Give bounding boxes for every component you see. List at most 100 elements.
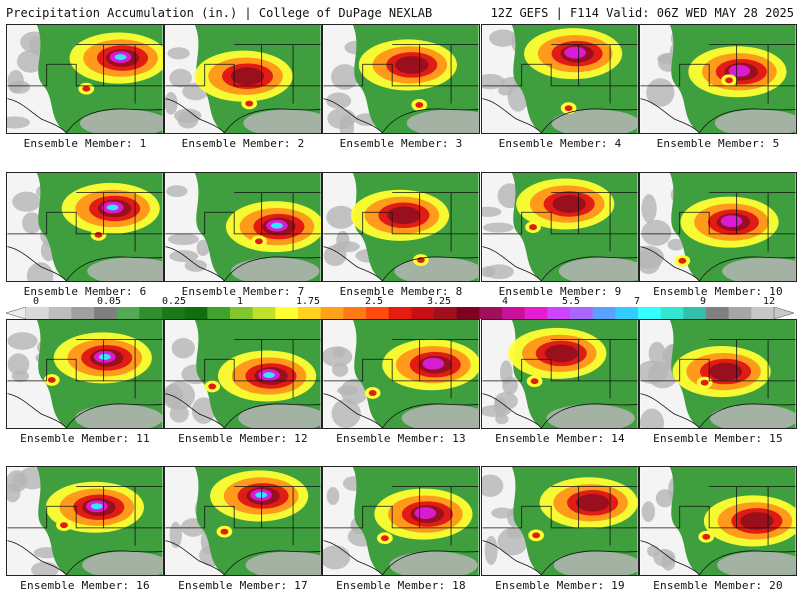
header-title: Precipitation Accumulation (in.) | Colle… xyxy=(6,6,433,20)
colorbar-tick-label: 1.75 xyxy=(295,296,321,307)
precip-maroon-area xyxy=(575,493,610,512)
precip-magenta-area xyxy=(728,64,751,77)
precip-cell-core xyxy=(380,535,389,542)
low-precip-area xyxy=(169,250,199,263)
border-mexico xyxy=(482,393,542,428)
low-precip-area xyxy=(497,527,528,556)
gulf-coastline xyxy=(382,550,479,575)
gulf-coastline xyxy=(541,256,638,281)
low-precip-area xyxy=(326,205,356,229)
border-mexico xyxy=(165,393,225,428)
gulf-coastline xyxy=(66,550,163,575)
member-label: Ensemble Member: 15 xyxy=(653,432,783,445)
state-border xyxy=(419,44,479,87)
border-mexico xyxy=(640,540,700,575)
state-border xyxy=(323,211,420,235)
border-mexico xyxy=(640,98,700,133)
colorbar-swatch xyxy=(456,307,480,319)
gulf-low-precip xyxy=(406,109,479,133)
colorbar-swatch xyxy=(71,307,95,319)
state-border xyxy=(103,339,163,382)
colorbar-tick-label: 0 xyxy=(32,296,40,307)
colorbar-swatch xyxy=(343,307,367,319)
gulf-low-precip xyxy=(722,257,796,281)
colorbar-tick-label: 7 xyxy=(633,296,641,307)
precip-map xyxy=(481,466,639,576)
ensemble-panel: Ensemble Member: 1 xyxy=(6,24,164,150)
state-border xyxy=(578,486,638,529)
ensemble-panel: Ensemble Member: 14 xyxy=(481,319,639,445)
precip-cell-core xyxy=(82,85,91,92)
precip-map xyxy=(6,172,164,282)
state-border xyxy=(103,44,163,87)
colorbar-swatch xyxy=(388,307,412,319)
state-border xyxy=(7,63,104,87)
low-precip-area xyxy=(667,238,685,251)
low-precip-area xyxy=(7,332,38,350)
state-border xyxy=(482,358,579,382)
member-label: Ensemble Member: 8 xyxy=(339,285,463,298)
colorbar-swatch xyxy=(570,307,594,319)
precip-map xyxy=(322,319,480,429)
precip-cyan-area xyxy=(263,372,275,378)
colorbar-swatch xyxy=(139,307,163,319)
border-mexico xyxy=(482,246,542,281)
precip-cyan-area xyxy=(98,353,111,360)
low-precip-area xyxy=(502,376,518,395)
gulf-coastline xyxy=(541,550,638,575)
colorbar-swatch xyxy=(298,307,322,319)
state-border xyxy=(7,211,104,235)
state-border xyxy=(640,211,737,235)
header: Precipitation Accumulation (in.) | Colle… xyxy=(0,0,800,24)
gulf-low-precip xyxy=(87,257,163,281)
border-mexico xyxy=(323,393,383,428)
ensemble-panel: Ensemble Member: 13 xyxy=(322,319,480,445)
low-precip-area xyxy=(7,116,30,129)
colorbar-swatch xyxy=(479,307,503,319)
state-border xyxy=(736,486,796,529)
member-label: Ensemble Member: 17 xyxy=(178,579,308,592)
state-border xyxy=(261,339,321,382)
precip-cell-core xyxy=(220,528,229,535)
precip-cyan-area xyxy=(255,492,268,498)
precip-magenta-area xyxy=(414,507,437,520)
low-precip-area xyxy=(482,266,496,278)
colorbar-tick-label: 4 xyxy=(501,296,509,307)
low-precip-area xyxy=(484,535,498,566)
precip-map xyxy=(639,24,797,134)
precip-map xyxy=(322,172,480,282)
border-mexico xyxy=(323,246,383,281)
state-border xyxy=(736,44,796,87)
precip-cell-core xyxy=(529,224,537,231)
low-precip-area xyxy=(331,398,361,428)
member-label: Ensemble Member: 9 xyxy=(498,285,622,298)
colorbar-tick-label: 5.5 xyxy=(561,296,581,307)
state-border xyxy=(103,192,163,235)
state-border xyxy=(482,505,579,529)
member-label: Ensemble Member: 6 xyxy=(23,285,147,298)
colorbar-swatch xyxy=(592,307,616,319)
gulf-low-precip xyxy=(714,109,796,133)
ensemble-panel: Ensemble Member: 10 xyxy=(639,172,797,298)
low-precip-area xyxy=(22,212,42,234)
low-precip-area xyxy=(491,507,514,519)
precip-cell-core xyxy=(208,383,217,390)
gulf-low-precip xyxy=(231,257,320,281)
ensemble-panel: Ensemble Member: 6 xyxy=(6,172,164,298)
border-mexico xyxy=(7,98,67,133)
precip-map xyxy=(6,319,164,429)
colorbar-swatch xyxy=(615,307,639,319)
low-precip-area xyxy=(489,29,518,47)
gulf-coastline xyxy=(699,403,796,428)
gulf-coastline xyxy=(224,550,321,575)
low-precip-area xyxy=(169,68,192,88)
precip-map xyxy=(322,466,480,576)
border-mexico xyxy=(482,540,542,575)
border-mexico xyxy=(640,393,700,428)
gulf-low-precip xyxy=(546,404,635,428)
colorbar-swatch xyxy=(547,307,571,319)
state-border xyxy=(736,192,796,235)
precip-maroon-area xyxy=(395,56,429,74)
precip-map xyxy=(639,319,797,429)
precip-cell-core xyxy=(47,377,56,383)
